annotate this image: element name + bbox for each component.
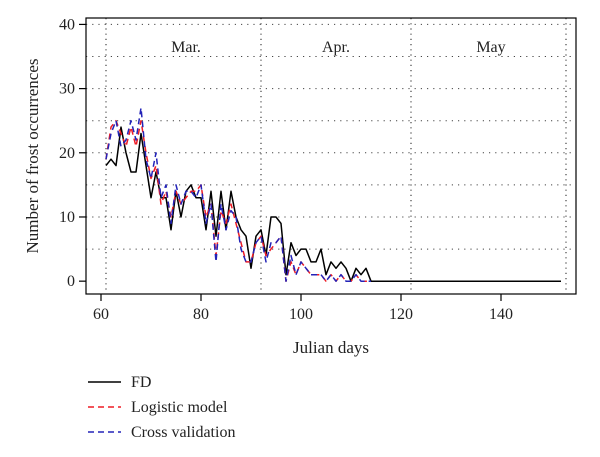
x-tick-label: 100 (289, 306, 313, 323)
y-tick-label: 0 (67, 273, 75, 290)
legend-label: FD (131, 374, 151, 391)
y-tick-label: 30 (59, 81, 75, 98)
logistic-model-line (105, 119, 371, 282)
x-axis-ticks: 60 80 100 120 140 (93, 294, 513, 323)
x-tick-label: 80 (193, 306, 209, 323)
month-label: Mar. (171, 39, 201, 56)
x-tick-label: 140 (489, 306, 513, 323)
month-label: Apr. (322, 39, 350, 56)
x-axis-title: Julian days (293, 338, 369, 357)
legend: FD Logistic model Cross validation (88, 374, 235, 441)
x-tick-label: 120 (389, 306, 413, 323)
legend-label: Cross validation (131, 424, 235, 441)
y-tick-label: 40 (59, 16, 75, 33)
grid (86, 23, 576, 250)
y-axis-ticks: 0 10 20 30 40 (59, 16, 86, 290)
series-lines (105, 107, 561, 282)
plot-frame (85, 17, 577, 295)
fd-line (105, 126, 561, 282)
month-labels: Mar. Apr. May (171, 39, 506, 56)
month-label: May (476, 39, 505, 56)
x-tick-label: 60 (93, 306, 109, 323)
legend-label: Logistic model (131, 399, 228, 416)
y-tick-label: 10 (59, 209, 75, 226)
y-axis-title: Number of frost occurrences (23, 59, 42, 254)
y-tick-label: 20 (59, 145, 75, 162)
month-boundaries (105, 18, 567, 294)
cross-validation-line (105, 107, 371, 282)
